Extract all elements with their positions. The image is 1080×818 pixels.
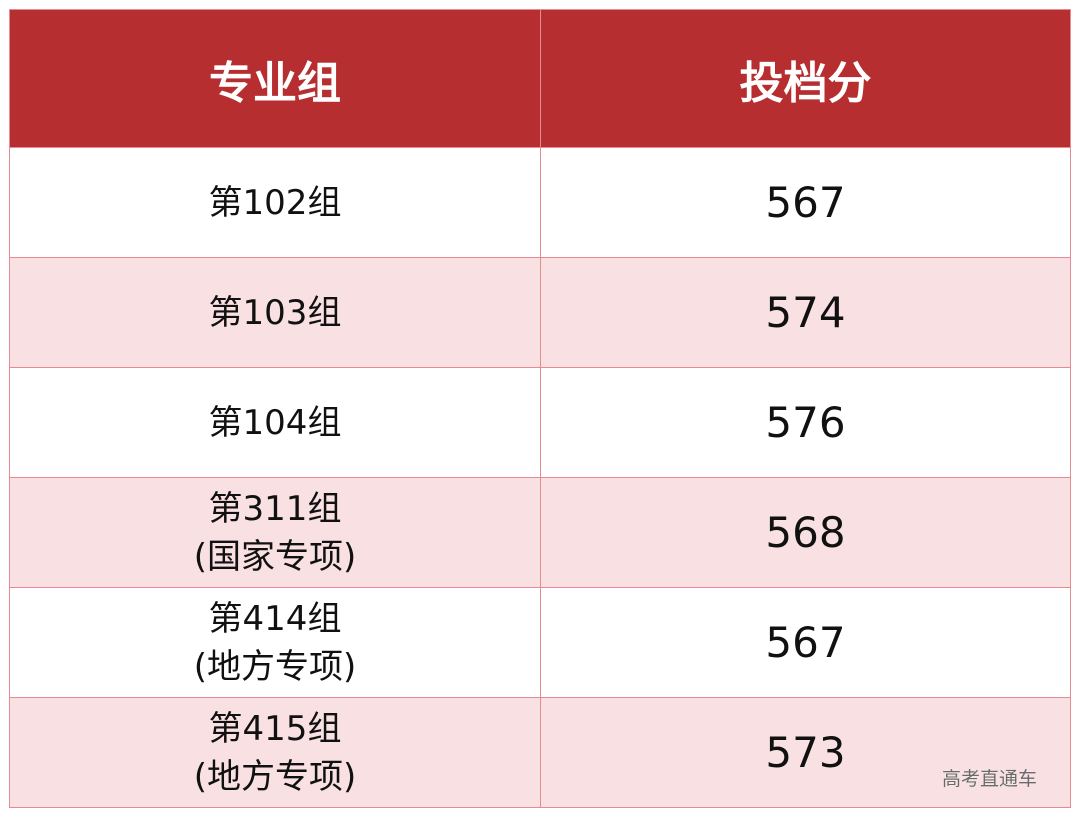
group-cell: 第104组	[9, 367, 541, 478]
table-row: 第415组 (地方专项) 573	[9, 697, 1071, 808]
group-name: 第102组	[208, 182, 342, 223]
table-row: 第311组 (国家专项) 568	[9, 477, 1071, 588]
group-cell: 第414组 (地方专项)	[9, 587, 541, 698]
header-group: 专业组	[9, 9, 541, 148]
score-cell: 567	[540, 587, 1071, 698]
score-cell: 573	[540, 697, 1071, 808]
group-name: 第415组	[208, 708, 342, 749]
watermark: 高考直通车	[942, 768, 1038, 790]
header-row: 专业组 投档分	[9, 9, 1071, 148]
score-cell: 576	[540, 367, 1071, 478]
group-note: (国家专项)	[193, 536, 357, 577]
group-name: 第103组	[208, 292, 342, 333]
score-cell: 567	[540, 147, 1071, 258]
group-name: 第414组	[208, 598, 342, 639]
group-cell: 第103组	[9, 257, 541, 368]
table-row: 第414组 (地方专项) 567	[9, 587, 1071, 698]
score-table: 专业组 投档分 第102组 567 第103组 574 第104组 576 第311组 (国家…	[9, 9, 1071, 808]
table-row: 第104组 576	[9, 367, 1071, 478]
table-row: 第103组 574	[9, 257, 1071, 368]
group-note: (地方专项)	[193, 646, 357, 687]
group-cell: 第102组	[9, 147, 541, 258]
score-cell: 568	[540, 477, 1071, 588]
group-name: 第104组	[208, 402, 342, 443]
group-cell: 第311组 (国家专项)	[9, 477, 541, 588]
score-cell: 574	[540, 257, 1071, 368]
header-score: 投档分	[540, 9, 1071, 148]
group-name: 第311组	[208, 488, 342, 529]
group-note: (地方专项)	[193, 756, 357, 797]
table-row: 第102组 567	[9, 147, 1071, 258]
group-cell: 第415组 (地方专项)	[9, 697, 541, 808]
